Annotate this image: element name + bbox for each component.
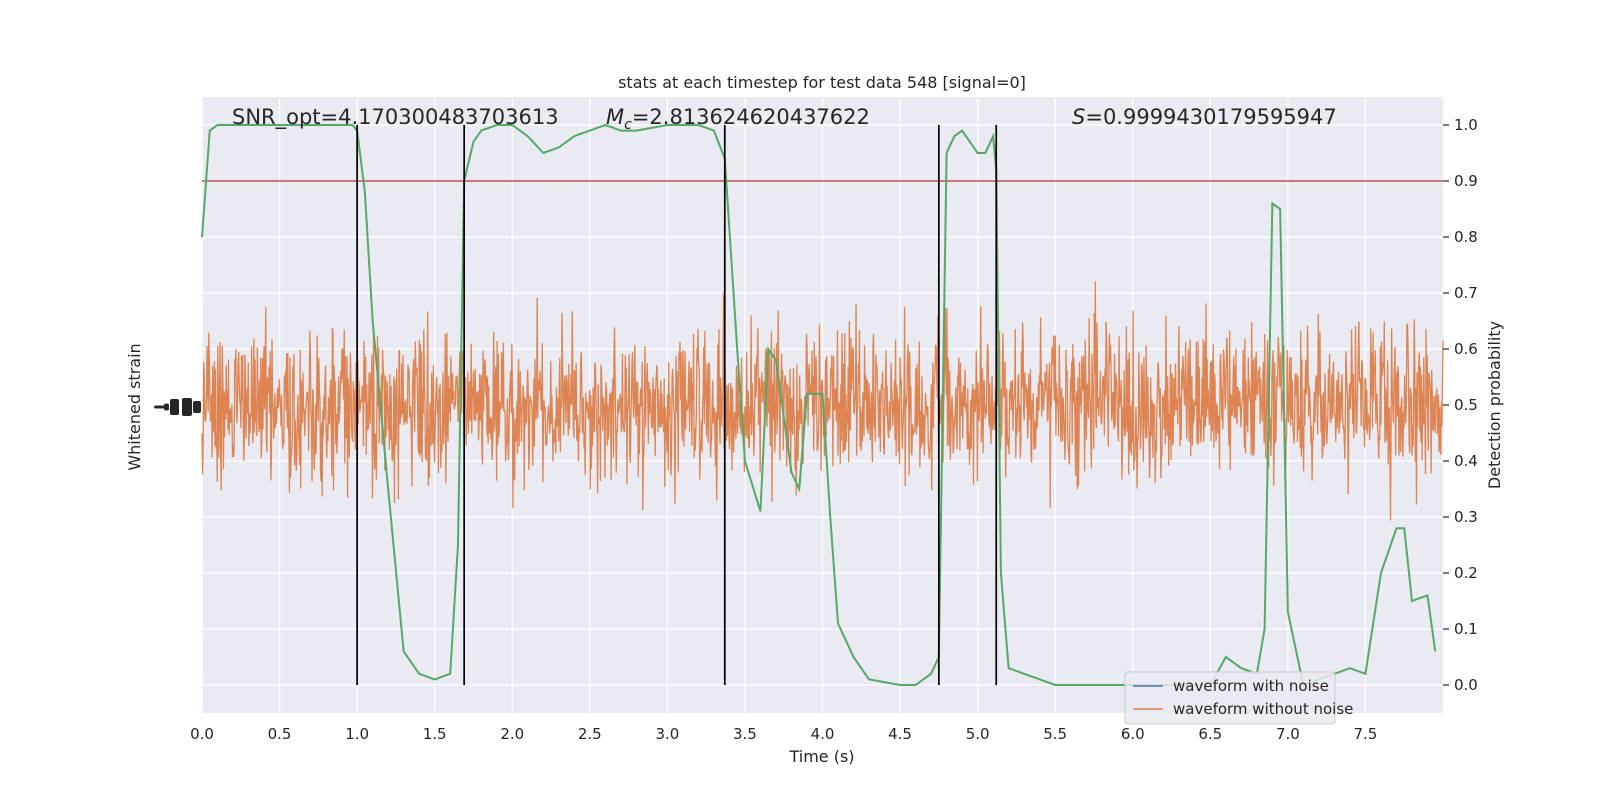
right-tick-label: 1.0 <box>1454 116 1478 134</box>
probability-series <box>201 123 1437 687</box>
x-tick-label: 7.5 <box>1354 725 1378 743</box>
x-tick-label: 1.5 <box>423 725 447 743</box>
right-tick-label: 0.4 <box>1454 452 1478 470</box>
s-value: =0.9999430179595947 <box>1085 105 1336 129</box>
right-tick-label: 0.1 <box>1454 620 1478 638</box>
left-tick-blob <box>182 398 192 416</box>
x-tick-label: 4.5 <box>888 725 912 743</box>
right-tick-label: 0.0 <box>1454 676 1478 694</box>
left-tick-blob <box>193 401 201 413</box>
left-axis-tick-cluster <box>154 398 201 416</box>
x-tick-label: 3.5 <box>733 725 757 743</box>
left-tick-blob <box>170 399 179 415</box>
legend-box <box>1124 671 1336 725</box>
right-tick-label: 0.6 <box>1454 340 1478 358</box>
right-tick-label: 0.2 <box>1454 564 1478 582</box>
s-symbol: S <box>1072 105 1085 129</box>
legend-label-noise: waveform with noise <box>1173 677 1329 695</box>
legend-label-strain: waveform without noise <box>1173 700 1353 718</box>
strain-line <box>201 281 1444 521</box>
x-tick-label: 0.5 <box>268 725 292 743</box>
right-tick-label: 0.8 <box>1454 228 1478 246</box>
s-annotation: S=0.9999430179595947 <box>1072 105 1337 129</box>
x-tick-label: 5.0 <box>966 725 990 743</box>
chart-title: stats at each timestep for test data 548… <box>618 73 1026 92</box>
x-axis-ticks: 0.0 0.5 1.0 1.5 2.0 2.5 3.0 3.5 4.0 4.5 5.0 5.5 6.0 6… <box>190 725 1377 743</box>
x-axis-label: Time (s) <box>788 747 854 766</box>
right-tick-label: 0.5 <box>1454 396 1478 414</box>
x-tick-label: 6.5 <box>1198 725 1222 743</box>
x-tick-label: 2.5 <box>578 725 602 743</box>
x-tick-label: 2.0 <box>500 725 524 743</box>
right-tick-label: 0.9 <box>1454 172 1478 190</box>
probability-line <box>201 123 1437 687</box>
x-tick-label: 5.5 <box>1043 725 1067 743</box>
x-tick-label: 7.0 <box>1276 725 1300 743</box>
right-tick-label: 0.3 <box>1454 508 1478 526</box>
strain-series <box>201 281 1444 521</box>
x-tick-label: 1.0 <box>345 725 369 743</box>
vertical-markers <box>356 125 998 685</box>
right-tick-label: 0.7 <box>1454 284 1478 302</box>
mc-annotation: Mc=2.813624620437622 <box>606 105 870 133</box>
left-tick-blob <box>154 405 165 409</box>
x-tick-label: 3.0 <box>655 725 679 743</box>
x-tick-label: 0.0 <box>190 725 214 743</box>
mc-subscript: c <box>624 117 632 133</box>
legend: waveform with noise waveform without noi… <box>1124 671 1353 725</box>
snr-annotation: SNR_opt=4.170300483703613 <box>232 105 559 130</box>
mc-value: =2.813624620437622 <box>632 105 870 129</box>
x-tick-label: 4.0 <box>811 725 835 743</box>
right-axis-ticks: 0.0 0.1 0.2 0.3 0.4 0.5 0.6 0.7 0.8 0.9 1.0 <box>1443 116 1478 694</box>
left-tick-blob <box>164 403 169 411</box>
mc-symbol: M <box>606 105 624 129</box>
x-tick-label: 6.0 <box>1121 725 1145 743</box>
right-axis-label: Detection probability <box>1485 321 1504 489</box>
left-axis-label: Whitened strain <box>125 343 144 470</box>
